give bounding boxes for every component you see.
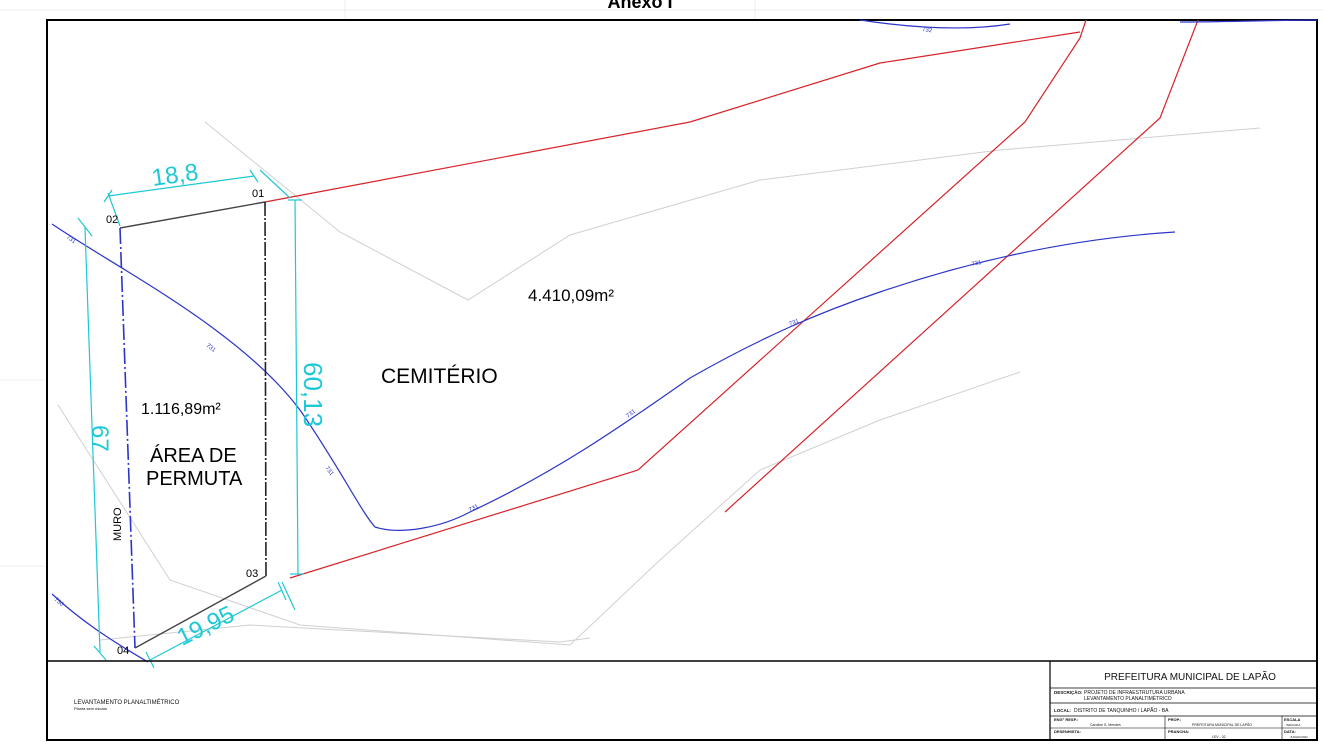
- permuta-label-line2: PERMUTA: [146, 468, 243, 490]
- title-block-left-sub: Planta sem escala: [74, 706, 107, 711]
- title-block-prancha-label: PRANCHA:: [1168, 729, 1189, 734]
- contour-lines: [52, 20, 1317, 662]
- title-block-local-label: LOCAL:: [1054, 708, 1071, 713]
- title-block-desc-label: DESCRIÇÃO:: [1054, 689, 1083, 695]
- title-block-left-title: LEVANTAMENTO PLANALTIMÉTRICO: [74, 699, 180, 706]
- contour-label-731: 731: [789, 318, 801, 328]
- permuta-label-line1: ÁREA DE: [150, 444, 237, 467]
- vertex-03: 03: [246, 568, 258, 580]
- exchange-parcel: [120, 202, 266, 648]
- cemetery-label: CEMITÉRIO: [381, 365, 498, 388]
- wall-label: MURO: [112, 507, 124, 541]
- dimension-right: 60,13: [298, 362, 328, 427]
- parcel-edge-02-01: [120, 202, 265, 228]
- title-block-desenhista-label: DESENHISTA:: [1054, 729, 1081, 734]
- total-area-label: 4.410,09m²: [528, 286, 614, 305]
- parcel-edge-01-03: [265, 202, 266, 576]
- title-block: LEVANTAMENTO PLANALTIMÉTRICO Planta sem …: [47, 661, 1317, 740]
- title-block-data-value: JUNHO/2022: [1290, 735, 1308, 739]
- wall-line: [120, 228, 135, 648]
- contour-label-731: 731: [205, 343, 217, 354]
- title-block-prop-label: PROP.:: [1168, 717, 1181, 722]
- contour-labels: 731 731 731 731 731 731 731 732 730: [53, 27, 983, 608]
- vertex-01: 01: [252, 188, 264, 200]
- title-block-prancha-value: LEV - 02: [1212, 735, 1226, 739]
- title-block-org: PREFEITURA MUNICIPAL DE LAPÃO: [1104, 670, 1276, 683]
- vertex-02: 02: [106, 214, 118, 226]
- drawing-frame: [47, 20, 1317, 740]
- title-block-prop-value: PREFEITURA MUNICIPAL DE LAPÃO: [1192, 722, 1252, 727]
- dimension-left: 67: [86, 425, 113, 452]
- title-block-local-value: DISTRITO DE TANQUINHO / LAPÃO - BA: [1074, 707, 1169, 714]
- contour-label-731: 731: [323, 466, 334, 478]
- permuta-area-label: 1.116,89m²: [141, 401, 221, 418]
- vertex-04: 04: [117, 645, 129, 657]
- title-block-escala-value: INDICADA: [1286, 723, 1300, 727]
- title-block-resp-value: Caroline S. Mendes: [1090, 723, 1121, 727]
- red-boundary-lines: [265, 20, 1198, 578]
- terrain-lines: [58, 122, 1260, 645]
- title-block-resp-label: ENG° RESP.:: [1054, 717, 1078, 722]
- contour-label-730: 730: [53, 597, 65, 608]
- contour-label-731: 731: [971, 260, 983, 268]
- title-block-desc-line2: LEVANTAMENTO PLANALTIMÉTRICO: [1084, 695, 1172, 702]
- title-block-escala-label: ESCALA: [1284, 717, 1301, 722]
- contour-label-732: 732: [922, 27, 933, 34]
- dimension-lines: [78, 170, 304, 668]
- title-block-data-label: DATA:: [1284, 729, 1296, 734]
- dimension-top: 18,8: [150, 159, 200, 192]
- contour-label-731: 731: [468, 503, 480, 513]
- page-title: Anexo I: [607, 0, 672, 12]
- contour-label-731: 731: [65, 235, 77, 246]
